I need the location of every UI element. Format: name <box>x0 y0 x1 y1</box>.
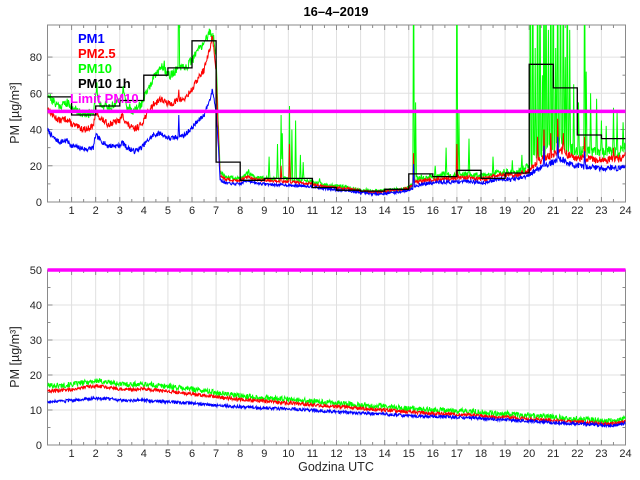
svg-text:16: 16 <box>427 205 439 217</box>
svg-text:9: 9 <box>261 205 267 217</box>
svg-text:14: 14 <box>379 205 391 217</box>
top-plot-line-pm10-1h <box>47 40 626 192</box>
svg-text:23: 23 <box>595 448 607 460</box>
svg-text:23: 23 <box>595 205 607 217</box>
legend: PM1 PM2.5 PM10 PM10 1h Limit PM10 <box>70 31 139 106</box>
svg-text:24: 24 <box>619 205 631 217</box>
svg-text:22: 22 <box>571 448 583 460</box>
svg-text:1: 1 <box>69 448 75 460</box>
svg-text:20: 20 <box>523 448 535 460</box>
svg-text:5: 5 <box>165 448 171 460</box>
svg-text:12: 12 <box>330 448 342 460</box>
ylabel-bottom: PM [µg/m³] <box>8 326 22 388</box>
bottom-plot-series <box>47 377 626 429</box>
svg-text:11: 11 <box>307 205 318 217</box>
svg-text:0: 0 <box>36 440 42 452</box>
svg-text:10: 10 <box>30 405 42 417</box>
svg-text:60: 60 <box>30 88 42 100</box>
svg-text:6: 6 <box>189 205 195 217</box>
ylabel-top: PM [µg/m³] <box>8 82 22 144</box>
svg-text:15: 15 <box>403 448 415 460</box>
svg-text:14: 14 <box>379 448 391 460</box>
svg-text:2: 2 <box>93 205 99 217</box>
svg-text:8: 8 <box>237 205 243 217</box>
svg-text:50: 50 <box>30 265 42 277</box>
svg-text:19: 19 <box>499 448 511 460</box>
svg-text:7: 7 <box>213 448 219 460</box>
bottom-plot-line-pm1 <box>47 395 626 429</box>
svg-text:13: 13 <box>354 448 366 460</box>
svg-text:4: 4 <box>141 205 147 217</box>
svg-text:20: 20 <box>523 205 535 217</box>
svg-text:11: 11 <box>307 448 318 460</box>
svg-text:40: 40 <box>30 300 42 312</box>
svg-text:21: 21 <box>547 205 559 217</box>
legend-item-pm25: PM2.5 <box>78 46 116 61</box>
svg-text:24: 24 <box>619 448 631 460</box>
svg-text:2: 2 <box>93 448 99 460</box>
top-plot-tick-labels: 1 2 3 4 5 6 7 8 9 10 11 12 13 14 15 16 17 18 19 20 21 22 23 240… <box>30 52 632 217</box>
svg-text:20: 20 <box>30 161 42 173</box>
bottom-plot-grid <box>47 270 626 445</box>
svg-text:8: 8 <box>237 448 243 460</box>
bottom-plot-line-pm10 <box>47 377 626 424</box>
svg-text:0: 0 <box>36 197 42 209</box>
svg-text:21: 21 <box>547 448 559 460</box>
svg-text:7: 7 <box>213 205 219 217</box>
svg-text:17: 17 <box>451 448 463 460</box>
svg-text:17: 17 <box>451 205 463 217</box>
svg-text:20: 20 <box>30 370 42 382</box>
svg-text:13: 13 <box>354 205 366 217</box>
svg-text:40: 40 <box>30 125 42 137</box>
svg-text:10: 10 <box>282 448 294 460</box>
svg-text:18: 18 <box>475 205 487 217</box>
xlabel: Godzina UTC <box>298 460 374 474</box>
svg-text:5: 5 <box>165 205 171 217</box>
svg-text:18: 18 <box>475 448 487 460</box>
plot-title: 16–4–2019 <box>303 4 369 19</box>
svg-text:80: 80 <box>30 52 42 64</box>
svg-text:12: 12 <box>330 205 342 217</box>
legend-item-pm1: PM1 <box>78 31 105 46</box>
legend-item-limit-pm10: Limit PM10 <box>70 91 139 106</box>
svg-text:3: 3 <box>117 205 123 217</box>
svg-text:30: 30 <box>30 335 42 347</box>
svg-text:1: 1 <box>69 205 75 217</box>
svg-text:9: 9 <box>261 448 267 460</box>
svg-text:19: 19 <box>499 205 511 217</box>
legend-item-pm10-1h: PM10 1h <box>78 76 131 91</box>
svg-text:15: 15 <box>403 205 415 217</box>
legend-item-pm10: PM10 <box>78 61 112 76</box>
svg-text:16: 16 <box>427 448 439 460</box>
svg-text:10: 10 <box>282 205 294 217</box>
bottom-plot-tick-labels: 1 2 3 4 5 6 7 8 9 10 11 12 13 14 15 16 17 18 19 20 21 22 23 240… <box>30 265 632 460</box>
svg-text:22: 22 <box>571 205 583 217</box>
svg-text:6: 6 <box>189 448 195 460</box>
top-plot-series <box>47 25 626 197</box>
svg-text:4: 4 <box>141 448 147 460</box>
svg-text:3: 3 <box>117 448 123 460</box>
